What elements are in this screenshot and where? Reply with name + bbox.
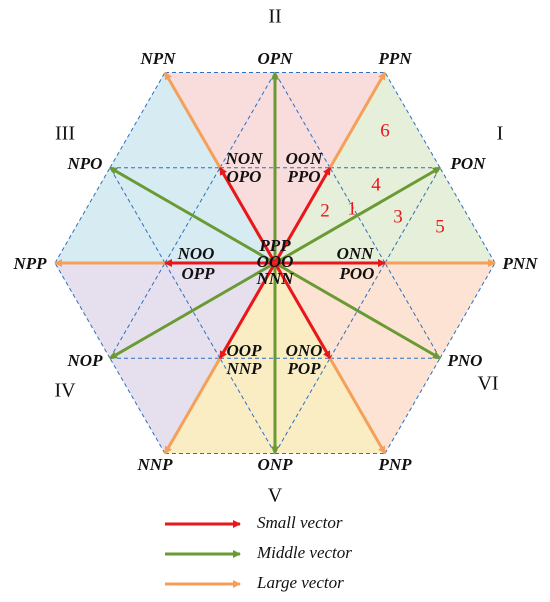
- region-number: 5: [435, 216, 445, 237]
- legend-label: Large vector: [256, 573, 344, 592]
- grid-line: [164, 167, 221, 264]
- region-number: 4: [371, 174, 381, 195]
- vector-label: POP: [286, 359, 321, 378]
- vector-arrow: [109, 166, 276, 265]
- grid-line: [329, 167, 386, 264]
- grid-line: [274, 358, 331, 454]
- legend-label: Small vector: [257, 513, 343, 532]
- grid-line: [384, 72, 441, 168]
- grid-line: [109, 72, 166, 168]
- sector-label: V: [268, 485, 283, 507]
- grid-line: [109, 167, 166, 264]
- grid-line: [164, 262, 221, 359]
- sector-label: VI: [477, 373, 498, 395]
- vector-label: NNN: [256, 269, 295, 288]
- vector-label: NOP: [67, 351, 104, 370]
- grid-line: [384, 167, 441, 264]
- grid-line: [219, 72, 276, 168]
- sector-fill: [275, 263, 495, 454]
- grid-line: [274, 72, 331, 168]
- vector-arrow: [273, 262, 332, 360]
- vector-label: PPP: [258, 236, 291, 255]
- vector-label: PNN: [502, 254, 539, 273]
- vector-label: OPN: [258, 49, 294, 68]
- grid-line: [439, 167, 496, 264]
- vector-label: NPP: [12, 254, 47, 273]
- vector-label: NON: [225, 149, 264, 168]
- sector-fill: [55, 72, 275, 263]
- grid-line: [109, 358, 166, 454]
- grid-line: [54, 262, 111, 359]
- vector-arrow: [109, 261, 276, 360]
- region-number: 6: [380, 120, 390, 141]
- vector-label: PNP: [377, 455, 412, 474]
- vector-label: ONO: [286, 341, 323, 360]
- region-number: 1: [347, 198, 357, 219]
- vector-label: NPO: [67, 154, 103, 173]
- vector-arrow: [218, 166, 277, 264]
- grid-line: [384, 262, 441, 359]
- vector-label: OPO: [227, 167, 262, 186]
- vector-label: PPO: [286, 167, 320, 186]
- vector-label: ONN: [337, 244, 375, 263]
- vector-label: PNO: [447, 351, 483, 370]
- vector-arrow: [274, 166, 441, 265]
- vector-label: PPN: [377, 49, 412, 68]
- vector-arrow: [273, 166, 332, 264]
- grid-line: [54, 167, 111, 264]
- region-number: 3: [393, 206, 403, 227]
- sector-label: IV: [54, 380, 76, 402]
- region-number: 2: [320, 200, 330, 221]
- grid-line: [109, 262, 166, 359]
- sector-fill: [275, 72, 495, 263]
- vector-label: PON: [450, 154, 487, 173]
- vector-label: OOP: [227, 341, 263, 360]
- sector-fill: [55, 263, 275, 454]
- grid-line: [439, 262, 496, 359]
- vector-label: NNP: [137, 455, 174, 474]
- sector-label: II: [268, 6, 281, 28]
- vector-arrow: [274, 261, 441, 360]
- vector-label: POO: [339, 264, 375, 283]
- vector-label: ONP: [258, 455, 294, 474]
- vector-label: OOO: [257, 252, 294, 271]
- legend-label: Middle vector: [256, 543, 352, 562]
- vector-label: NOO: [177, 244, 215, 263]
- vector-label: NPN: [140, 49, 177, 68]
- grid-line: [384, 358, 441, 454]
- vector-label: NNP: [226, 359, 263, 378]
- vector-label: OPP: [181, 264, 215, 283]
- sector-label: III: [55, 123, 75, 145]
- vector-arrow: [218, 262, 277, 360]
- grid-line: [329, 262, 386, 359]
- grid-line: [219, 358, 276, 454]
- sector-label: I: [497, 123, 504, 145]
- vector-label: OON: [286, 149, 324, 168]
